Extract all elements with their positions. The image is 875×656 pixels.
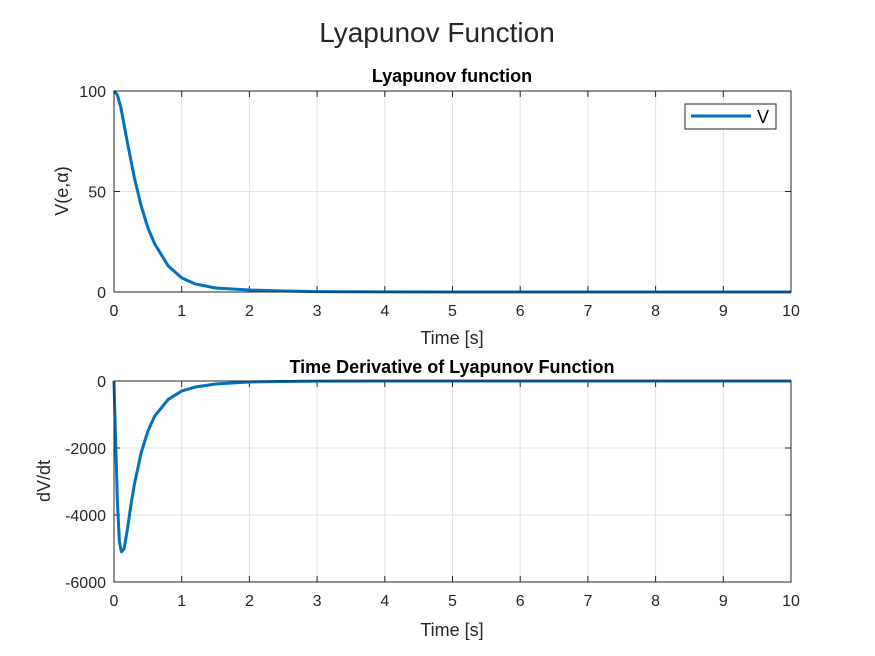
x-tick-label: 2 <box>245 593 254 610</box>
figure-title: Lyapunov Function <box>319 17 555 48</box>
x-tick-label: 1 <box>177 593 186 610</box>
axes-top-title: Lyapunov function <box>372 66 532 86</box>
x-tick-label: 6 <box>516 303 525 320</box>
x-tick-label: 6 <box>516 593 525 610</box>
x-tick-label: 7 <box>583 593 592 610</box>
x-tick-label: 5 <box>448 593 457 610</box>
axes-top-xlabel: Time [s] <box>420 328 483 348</box>
x-tick-label: 4 <box>380 303 389 320</box>
x-tick-label: 3 <box>313 303 322 320</box>
y-tick-label: 0 <box>97 285 106 302</box>
axes-top-box <box>113 90 792 293</box>
axes-bottom-ticks: 0 1 2 3 4 5 6 7 8 9 10 -6000 -4000 -2000 0 <box>65 374 800 610</box>
axes-bottom-ylabel: dV/dt <box>34 460 54 502</box>
x-tick-label: 0 <box>110 593 119 610</box>
axes-top-ylabel: V(e,α) <box>52 166 72 215</box>
x-tick-label: 5 <box>448 303 457 320</box>
y-tick-label: -4000 <box>65 508 106 525</box>
axes-bottom-xlabel: Time [s] <box>420 620 483 640</box>
x-tick-label: 8 <box>651 303 660 320</box>
axes-bottom-box <box>113 380 792 583</box>
y-tick-label: 50 <box>88 185 106 202</box>
x-tick-label: 0 <box>110 303 119 320</box>
x-tick-label: 2 <box>245 303 254 320</box>
axes-bottom-title: Time Derivative of Lyapunov Function <box>289 357 614 377</box>
x-tick-label: 3 <box>313 593 322 610</box>
y-tick-label: -6000 <box>65 575 106 592</box>
x-tick-label: 10 <box>782 303 800 320</box>
axes-bottom: 0 1 2 3 4 5 6 7 8 9 10 -6000 -4000 -2000 0 Time Deriva… <box>34 357 800 640</box>
x-tick-label: 1 <box>177 303 186 320</box>
y-tick-label: -2000 <box>65 441 106 458</box>
y-tick-label: 100 <box>79 84 106 101</box>
x-tick-label: 9 <box>719 303 728 320</box>
x-tick-label: 7 <box>583 303 592 320</box>
x-tick-label: 10 <box>782 593 800 610</box>
legend: V <box>684 103 777 130</box>
x-tick-label: 9 <box>719 593 728 610</box>
y-tick-label: 0 <box>97 374 106 391</box>
x-tick-label: 4 <box>380 593 389 610</box>
legend-label-v: V <box>757 107 769 127</box>
x-tick-label: 8 <box>651 593 660 610</box>
